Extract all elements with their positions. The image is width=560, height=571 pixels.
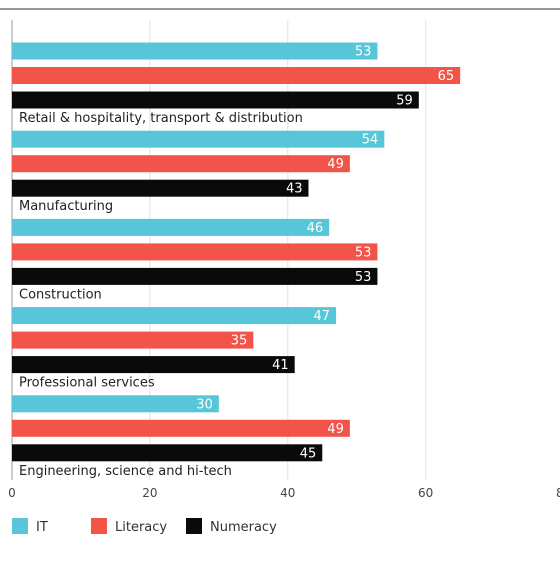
legend-label-literacy: Literacy: [115, 520, 167, 535]
bars: [12, 42, 461, 462]
bar-literacy-0: [12, 67, 461, 84]
category-label: Engineering, science and hi-tech: [19, 464, 232, 479]
bar-value-label: 41: [272, 358, 289, 373]
bar-literacy-4: [12, 419, 350, 437]
bar-value-label: 47: [314, 309, 331, 324]
bar-value-label: 35: [231, 334, 248, 349]
bar-literacy-1: [12, 155, 350, 173]
bar-value-label: 49: [327, 157, 344, 172]
bar-it-2: [12, 218, 330, 236]
bar-value-label: 46: [307, 221, 324, 236]
legend: IT Literacy Numeracy: [12, 518, 277, 535]
bar-value-labels: 53 65 59 54 49 43 46 53 53 47 35 41 30 49 45: [196, 45, 454, 462]
bar-value-label: 53: [355, 270, 372, 285]
bar-value-label: 30: [196, 397, 213, 412]
bar-value-label: 59: [396, 94, 413, 109]
legend-label-it: IT: [36, 520, 48, 535]
bar-numeracy-1: [12, 179, 309, 197]
bar-numeracy-2: [12, 267, 378, 285]
x-tick-label: 0: [8, 486, 16, 500]
bar-it-0: [12, 42, 378, 60]
bar-it-4: [12, 395, 219, 413]
legend-swatch-numeracy: [186, 518, 202, 534]
category-label: Manufacturing: [19, 199, 113, 214]
legend-swatch-literacy: [91, 518, 107, 534]
bar-it-3: [12, 307, 337, 325]
bar-value-label: 45: [300, 446, 317, 461]
bar-value-label: 53: [355, 245, 372, 260]
category-label: Construction: [19, 287, 102, 302]
x-tick-label: 80: [556, 486, 560, 500]
bar-it-1: [12, 130, 385, 148]
x-axis-ticks: 0 20 40 60 80: [8, 486, 560, 500]
category-label: Professional services: [19, 376, 155, 391]
bar-value-label: 54: [362, 133, 379, 148]
category-labels: Retail & hospitality, transport & distri…: [19, 111, 303, 479]
x-tick-label: 20: [142, 486, 157, 500]
bar-value-label: 49: [327, 422, 344, 437]
bar-numeracy-3: [12, 356, 295, 374]
bar-value-label: 65: [438, 69, 455, 84]
bar-value-label: 53: [355, 45, 372, 60]
bar-numeracy-4: [12, 444, 323, 462]
bar-numeracy-0: [12, 91, 419, 109]
x-tick-label: 40: [280, 486, 295, 500]
bar-value-label: 43: [286, 182, 303, 197]
x-tick-label: 60: [418, 486, 433, 500]
legend-label-numeracy: Numeracy: [210, 520, 277, 535]
category-label: Retail & hospitality, transport & distri…: [19, 111, 303, 126]
bar-literacy-3: [12, 331, 254, 349]
bar-literacy-2: [12, 243, 378, 261]
legend-swatch-it: [12, 518, 28, 534]
